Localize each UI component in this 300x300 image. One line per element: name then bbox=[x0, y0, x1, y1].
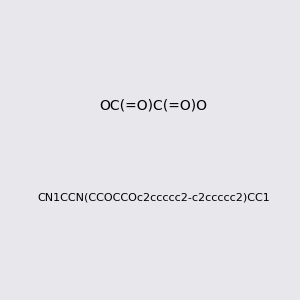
Text: CN1CCN(CCOCCOc2ccccc2-c2ccccc2)CC1: CN1CCN(CCOCCOc2ccccc2-c2ccccc2)CC1 bbox=[38, 193, 270, 203]
Text: OC(=O)C(=O)O: OC(=O)C(=O)O bbox=[100, 98, 208, 112]
